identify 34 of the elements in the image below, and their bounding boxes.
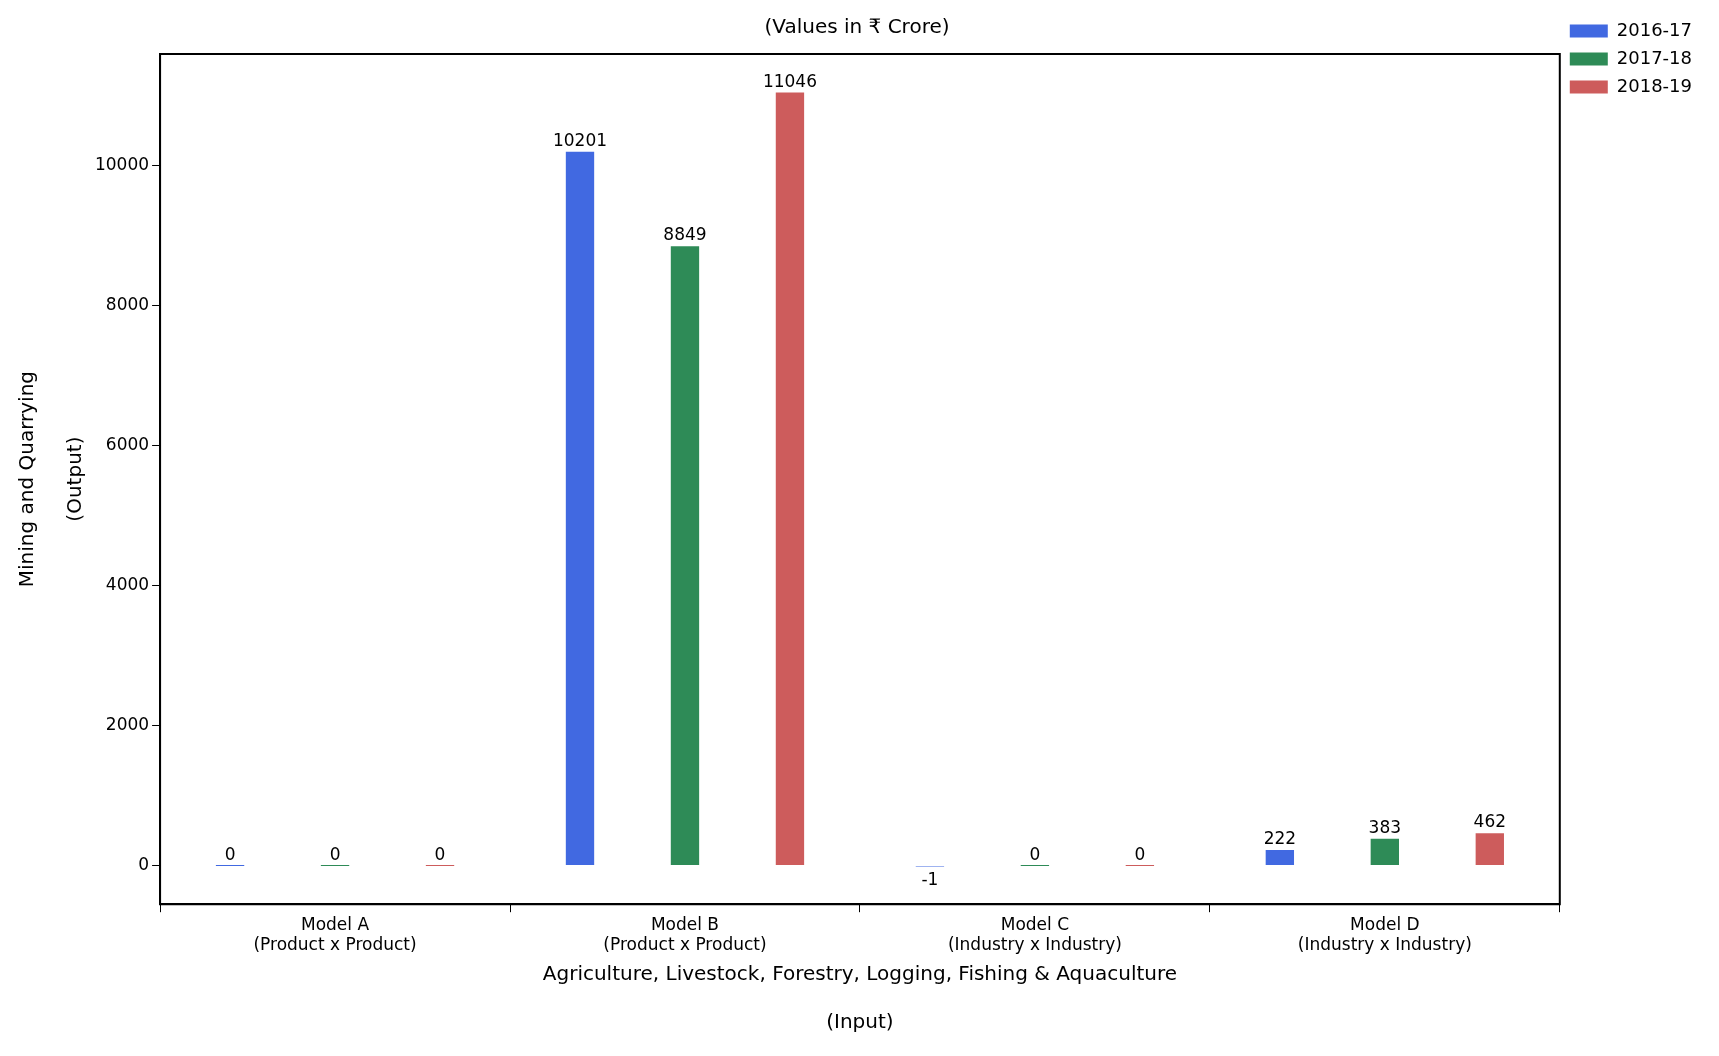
bar bbox=[775, 92, 805, 866]
y-tick-label: 8000 bbox=[105, 294, 150, 315]
legend-label: 2017-18 bbox=[1616, 46, 1693, 68]
data-label: 0 bbox=[434, 843, 446, 864]
data-label: 10201 bbox=[552, 129, 608, 150]
legend-label: 2018-19 bbox=[1616, 74, 1693, 96]
text: Agriculture, Livestock, Forestry, Logging, Fishing & Aquaculture (Input) bbox=[542, 961, 1178, 1034]
data-label: 0 bbox=[329, 843, 341, 864]
x-tick-label: Model C (Industry x Industry) bbox=[947, 913, 1122, 955]
text: Mining and Quarrying (Output) bbox=[14, 370, 87, 588]
data-label: 462 bbox=[1473, 811, 1507, 832]
bar bbox=[1265, 849, 1295, 866]
y-tick-label: 4000 bbox=[105, 574, 150, 595]
data-label: 222 bbox=[1263, 827, 1297, 848]
y-tick-label: 6000 bbox=[105, 434, 150, 455]
x-tick-label: Model D (Industry x Industry) bbox=[1297, 913, 1472, 955]
bar bbox=[670, 246, 700, 866]
data-label: 0 bbox=[224, 843, 236, 864]
bar bbox=[1475, 833, 1504, 866]
y-tick-label: 10000 bbox=[94, 154, 150, 175]
data-label: 0 bbox=[1029, 843, 1041, 864]
data-label: -1 bbox=[921, 869, 939, 890]
y-tick-label: 0 bbox=[138, 853, 150, 874]
data-label: 0 bbox=[1134, 843, 1146, 864]
x-tick-label: Model A (Product x Product) bbox=[253, 913, 417, 955]
legend-label: 2016-17 bbox=[1616, 18, 1693, 40]
chart-title: (Values in ₹ Crore) bbox=[764, 14, 950, 39]
bar bbox=[1370, 838, 1399, 866]
y-tick-label: 2000 bbox=[105, 713, 150, 734]
bar bbox=[565, 151, 595, 866]
data-label: 8849 bbox=[663, 224, 707, 245]
data-label: 11046 bbox=[762, 70, 817, 91]
x-tick-label: Model B (Product x Product) bbox=[603, 913, 767, 955]
data-label: 383 bbox=[1368, 816, 1402, 837]
